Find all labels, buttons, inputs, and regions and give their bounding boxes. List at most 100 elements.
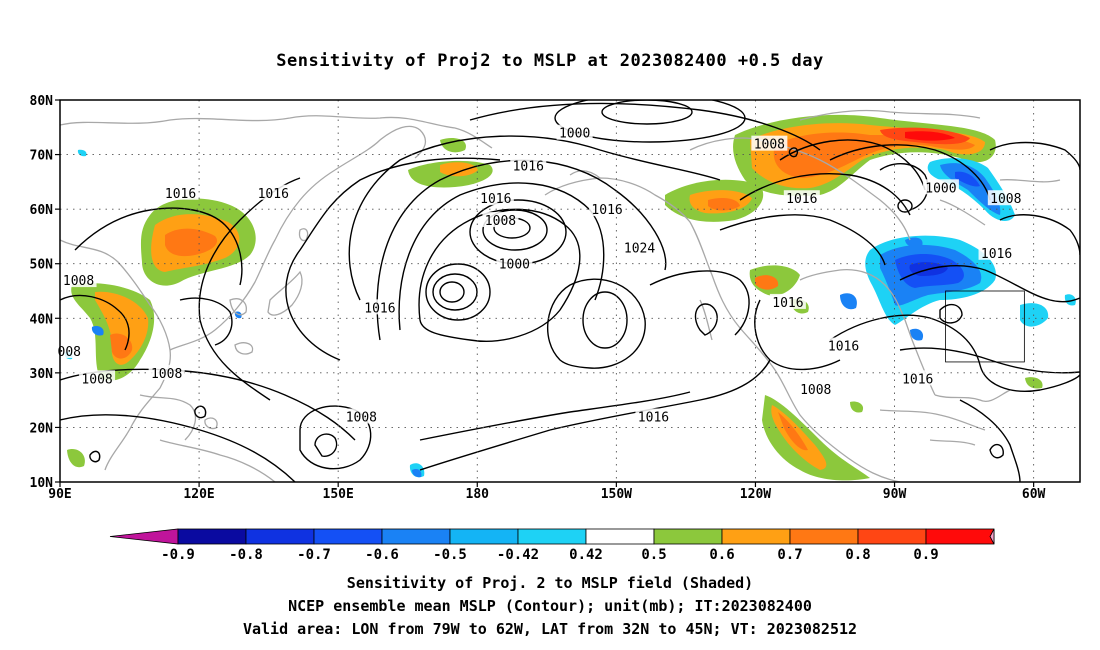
colorbar-label: -0.8 (229, 547, 263, 563)
valid-area-box (945, 290, 1025, 363)
contour-label: 1000 (925, 181, 956, 196)
contour-label-bg (60, 272, 97, 288)
colorbar-box (177, 528, 247, 545)
contour-label: 1000 (499, 258, 530, 273)
lon-tick-label: 120E (183, 487, 214, 502)
colorbar-label: -0.6 (365, 547, 399, 563)
contour-label-bg (987, 190, 1024, 206)
contour-label: 1016 (480, 192, 511, 207)
contour-label-bg (496, 255, 533, 271)
colorbar-box (517, 528, 587, 545)
lat-tick-label: 40N (30, 312, 54, 327)
colorbar-box (721, 528, 791, 545)
caption-line-3: Valid area: LON from 79W to 62W, LAT fro… (242, 620, 858, 638)
caption-line-1: Sensitivity of Proj. 2 to MSLP field (Sh… (346, 574, 754, 592)
contour-label: 1016 (786, 192, 817, 207)
mslp-contours (60, 100, 1080, 482)
contour-label-bg (922, 179, 959, 195)
caption-line-2: NCEP ensemble mean MSLP (Contour); unit(… (288, 597, 812, 615)
latitude-axis: 80N 70N 60N 50N 40N 30N 20N 10N (30, 94, 60, 491)
contour-label-bg (769, 293, 806, 309)
colorbar-label: -0.9 (161, 547, 195, 563)
colorbar-box (789, 528, 859, 545)
contour-label-bg (635, 408, 672, 424)
lon-tick-label: 90W (883, 487, 907, 502)
contour-label-bg (477, 190, 514, 206)
colorbar-label: -0.5 (433, 547, 467, 563)
contour-label-bg (79, 370, 116, 386)
colorbar-label: -0.42 (497, 547, 539, 563)
colorbar-box (381, 528, 451, 545)
lat-tick-label: 70N (30, 149, 54, 164)
lat-tick-label: 50N (30, 258, 54, 273)
longitude-axis: 90E 120E 150E 180 150W 120W 90W 60W (48, 482, 1046, 502)
lat-tick-label: 80N (30, 94, 54, 109)
contour-label-bg (751, 135, 788, 151)
contour-label: 1008 (63, 274, 94, 289)
colorbar-label: 0.8 (845, 547, 870, 563)
contour-label: 1000 (559, 127, 590, 142)
lon-tick-label: 150W (601, 487, 632, 502)
contour-label-bg (343, 408, 380, 424)
contour-label-bg (978, 244, 1015, 260)
colorbar-label: 0.42 (569, 547, 603, 563)
contour-label-bg (556, 124, 593, 140)
contour-label-bg (162, 184, 199, 200)
colorbar-box (857, 528, 927, 545)
contour-label: 1008 (754, 138, 785, 153)
colorbar-box (925, 528, 995, 545)
contour-label: 1016 (828, 340, 859, 355)
contour-label: 1016 (772, 296, 803, 311)
colorbar-label: 0.9 (913, 547, 938, 563)
contour-label: 1008 (800, 383, 831, 398)
contour-label: 1016 (165, 187, 196, 202)
contour-label-bg (255, 184, 292, 200)
contour-label-bg (797, 381, 834, 397)
contour-label: 1016 (902, 372, 933, 387)
contour-label-bg (482, 212, 519, 228)
contour-label-bg (55, 343, 84, 359)
lat-tick-label: 20N (30, 421, 54, 436)
colorbar-low-triangle (109, 528, 179, 545)
lon-tick-label: 90E (48, 487, 71, 502)
colorbar: -0.9 -0.8 -0.7 -0.6 -0.5 -0.42 0.42 0.5 0.6 0.7 0.… (109, 528, 995, 563)
colorbar-label: -0.7 (297, 547, 331, 563)
contour-label: 1016 (513, 159, 544, 174)
lat-tick-label: 10N (30, 476, 54, 491)
sensitivity-shading (64, 114, 1076, 481)
plot-frame (59, 99, 1081, 483)
colorbar-label: 0.7 (777, 547, 802, 563)
contour-label: 1024 (624, 241, 655, 256)
contour-label: 1016 (591, 203, 622, 218)
colorbar-box (449, 528, 519, 545)
contour-label: 1016 (638, 411, 669, 426)
contour-label-bg (148, 364, 185, 380)
contour-label-bg (589, 201, 626, 217)
contour-label-bg (783, 190, 820, 206)
lat-tick-label: 60N (30, 203, 54, 218)
contour-label: 1008 (81, 372, 112, 387)
lat-tick-label: 30N (30, 367, 54, 382)
lon-tick-label: 60W (1022, 487, 1046, 502)
colorbar-label: 0.5 (641, 547, 666, 563)
lon-tick-label: 120W (740, 487, 771, 502)
chart-title: Sensitivity of Proj2 to MSLP at 20230824… (276, 51, 824, 71)
contour-label: 1016 (981, 247, 1012, 262)
contour-label: 1008 (151, 367, 182, 382)
contour-label: 008 (58, 345, 81, 360)
contour-label-bg (361, 299, 398, 315)
colorbar-box (653, 528, 723, 545)
coastlines (60, 109, 1061, 482)
contour-label: 1008 (990, 192, 1021, 207)
contour-label: 1008 (346, 411, 377, 426)
contour-label-bg (899, 370, 936, 386)
colorbar-label: 0.6 (709, 547, 734, 563)
lon-tick-label: 150E (323, 487, 354, 502)
colorbar-box (245, 528, 315, 545)
gridlines (60, 100, 1080, 482)
colorbar-high-triangle (989, 528, 995, 545)
contour-label-bg (510, 157, 547, 173)
contour-label-bg (825, 337, 862, 353)
